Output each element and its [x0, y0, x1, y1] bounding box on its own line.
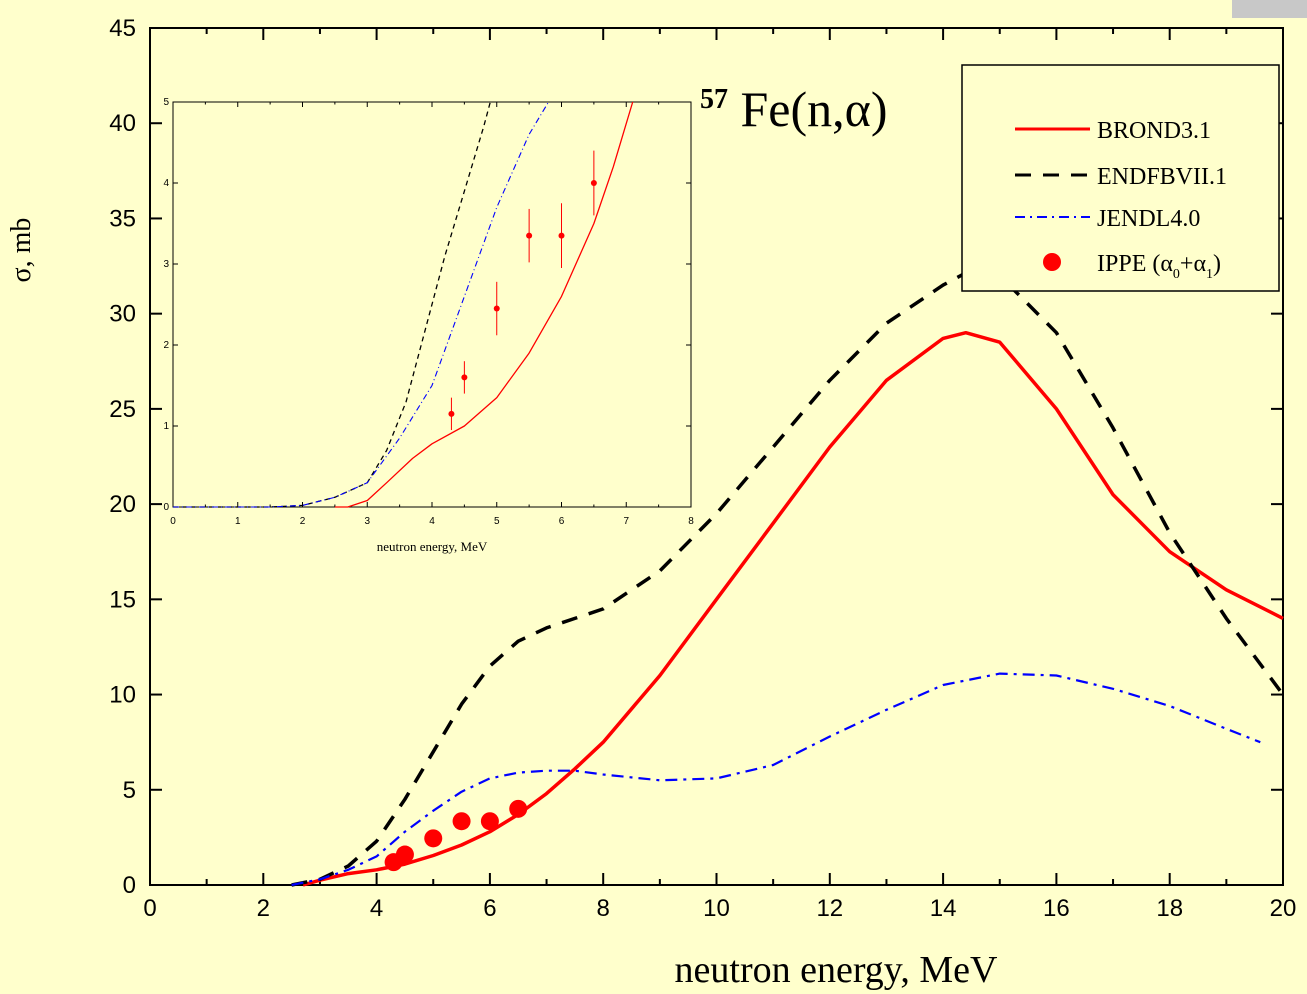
main-y-tick-label: 30	[109, 301, 136, 328]
main-data-point	[395, 845, 414, 864]
main-y-tick-label: 25	[109, 396, 136, 423]
inset-data-point	[558, 232, 565, 239]
legend-marker-ippe	[1043, 253, 1061, 271]
main-x-tick-label: 14	[930, 895, 957, 922]
inset-y-tick-label: 5	[163, 97, 169, 108]
inset-data-point	[526, 232, 533, 239]
main-points-layer	[384, 799, 528, 872]
y-axis-label: σ, mb	[6, 218, 37, 283]
main-series-endfbvii-1	[291, 268, 1285, 887]
legend-label-ippe: IPPE (α0+α1)	[1097, 251, 1221, 282]
inset-x-tick-label: 3	[364, 516, 370, 527]
main-series-layer	[291, 268, 1285, 887]
main-y-tick-label: 10	[109, 682, 136, 709]
main-data-point	[509, 799, 528, 818]
title-isotope-mass: 57	[700, 84, 728, 115]
inset-axis-ticks: 0 1 2 3 4 5 6 7 8 0 1 2 3 4 5	[163, 97, 694, 527]
inset-data-point	[590, 180, 597, 186]
x-axis-label: neutron energy, MeV	[675, 949, 998, 991]
inset-y-tick-label: 2	[163, 340, 169, 351]
main-y-tick-label: 20	[109, 491, 136, 518]
inset-plot: 0 1 2 3 4 5 6 7 8 0 1 2 3 4 5 neutron energy, MeV	[163, 97, 694, 554]
inset-x-tick-label: 4	[429, 516, 435, 527]
title-reaction: Fe(n,α)	[741, 81, 888, 137]
inset-x-tick-label: 1	[235, 516, 241, 527]
inset-x-tick-label: 8	[688, 516, 694, 527]
main-y-tick-label: 15	[109, 586, 136, 613]
inset-x-tick-label: 7	[623, 516, 629, 527]
inset-y-tick-label: 0	[163, 502, 169, 513]
main-data-point	[424, 829, 443, 848]
legend: BROND3.1 ENDFBVII.1 JENDL4.0 IPPE (α0+α1…	[961, 64, 1280, 292]
main-series-jendl4-0	[291, 672, 1261, 887]
main-data-point	[480, 812, 499, 831]
inset-x-axis-label: neutron energy, MeV	[377, 539, 488, 554]
inset-data-point	[493, 305, 500, 312]
main-x-tick-label: 4	[370, 895, 383, 922]
main-x-tick-label: 0	[143, 895, 156, 922]
main-x-tick-label: 12	[816, 895, 843, 922]
main-y-tick-label: 35	[109, 205, 136, 232]
main-y-tick-label: 45	[109, 15, 136, 42]
inset-y-tick-label: 1	[163, 421, 169, 432]
main-x-tick-label: 8	[597, 895, 610, 922]
main-y-tick-label: 0	[123, 872, 136, 899]
main-series-brond3-1	[302, 330, 1284, 887]
legend-label-endf: ENDFBVII.1	[1097, 164, 1227, 190]
main-x-tick-label: 10	[703, 895, 730, 922]
inset-data-point	[461, 374, 468, 381]
main-x-tick-label: 16	[1043, 895, 1070, 922]
inset-series-jendl4-0	[173, 101, 549, 508]
main-x-tick-label: 2	[257, 895, 270, 922]
inset-y-tick-label: 4	[163, 178, 169, 189]
inset-x-tick-label: 0	[170, 516, 176, 527]
main-y-tick-label: 40	[109, 110, 136, 137]
inset-x-tick-label: 5	[494, 516, 500, 527]
inset-series-endfbvii-1	[173, 101, 491, 508]
corner-gray-box	[1232, 0, 1307, 18]
legend-label-brond: BROND3.1	[1097, 118, 1211, 144]
main-y-tick-label: 5	[123, 777, 136, 804]
inset-x-tick-label: 2	[300, 516, 306, 527]
main-data-point	[452, 812, 471, 831]
legend-box	[961, 64, 1280, 292]
inset-data-point	[448, 410, 455, 417]
main-x-tick-label: 20	[1270, 895, 1297, 922]
inset-x-tick-label: 6	[559, 516, 565, 527]
legend-label-jendl: JENDL4.0	[1097, 206, 1200, 232]
chart-title: 57 Fe(n,α)	[700, 63, 888, 137]
inset-series-brond3-1	[334, 101, 634, 508]
inset-points-layer	[448, 150, 597, 431]
inset-y-tick-label: 3	[163, 259, 169, 270]
main-x-tick-label: 18	[1156, 895, 1183, 922]
main-x-tick-label: 6	[483, 895, 496, 922]
inset-series-layer	[173, 101, 634, 508]
